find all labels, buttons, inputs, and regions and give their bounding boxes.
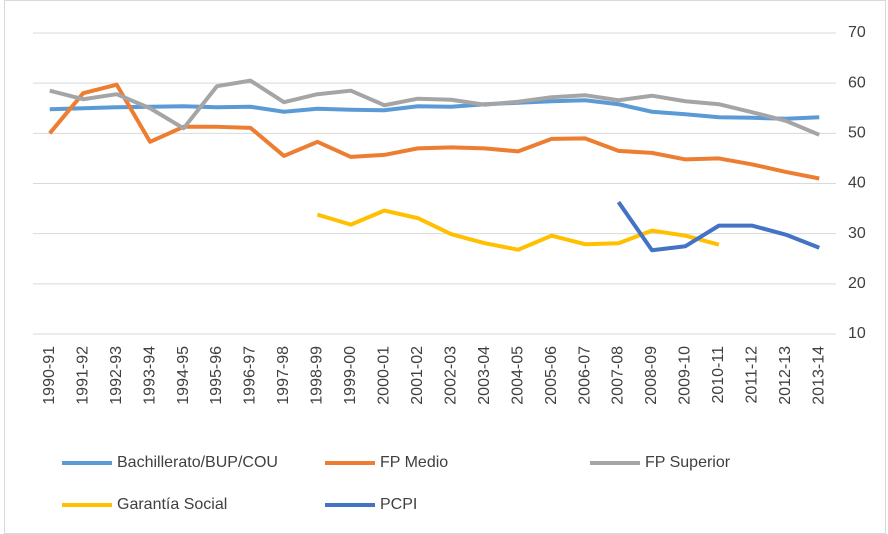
x-tick-label: 2002-03 [442, 346, 459, 405]
y-tick-label: 60 [848, 74, 866, 91]
legend-label: FP Superior [645, 454, 731, 471]
y-tick-label: 40 [848, 175, 866, 192]
chart-frame [4, 0, 886, 534]
legend-label: FP Medio [380, 454, 448, 471]
x-tick-label: 2003-04 [476, 346, 493, 405]
x-tick-label: 2004-05 [509, 346, 526, 405]
x-tick-label: 2010-11 [710, 346, 727, 404]
x-tick-label: 1991-92 [74, 346, 91, 405]
x-tick-label: 1995-96 [208, 346, 225, 405]
x-tick-label: 1992-93 [108, 346, 125, 405]
x-tick-label: 2012-13 [777, 346, 794, 405]
series-line [616, 200, 820, 253]
x-tick-label: 1990-91 [41, 346, 58, 405]
x-tick-label: 1997-98 [275, 346, 292, 405]
x-tick-label: 1998-99 [309, 346, 326, 405]
y-tick-label: 10 [848, 325, 866, 342]
series-line [49, 98, 820, 121]
x-tick-label: 2007-08 [610, 346, 627, 405]
x-tick-label: 2009-10 [677, 346, 694, 405]
x-tick-label: 2006-07 [576, 346, 593, 405]
y-tick-label: 50 [848, 125, 866, 142]
x-tick-label: 1994-95 [175, 346, 192, 405]
y-tick-label: 20 [848, 275, 866, 292]
x-tick-label: 2001-02 [409, 346, 426, 405]
x-tick-label: 1999-00 [342, 346, 359, 405]
x-tick-label: 1996-97 [242, 346, 259, 405]
x-tick-label: 2000-01 [376, 346, 393, 405]
y-tick-label: 70 [848, 24, 866, 41]
x-tick-label: 2008-09 [643, 346, 660, 405]
x-tick-label: 2005-06 [543, 346, 560, 405]
series-line [316, 208, 720, 252]
y-tick-label: 30 [848, 225, 866, 242]
series-line [48, 82, 820, 181]
legend-label: Bachillerato/BUP/COU [117, 454, 278, 471]
x-tick-label: 1993-94 [141, 346, 158, 405]
series-line [49, 78, 821, 137]
x-tick-label: 2011-12 [744, 346, 761, 404]
legend-label: PCPI [380, 496, 417, 513]
legend-label: Garantía Social [117, 496, 227, 513]
x-tick-label: 2013-14 [810, 346, 827, 405]
